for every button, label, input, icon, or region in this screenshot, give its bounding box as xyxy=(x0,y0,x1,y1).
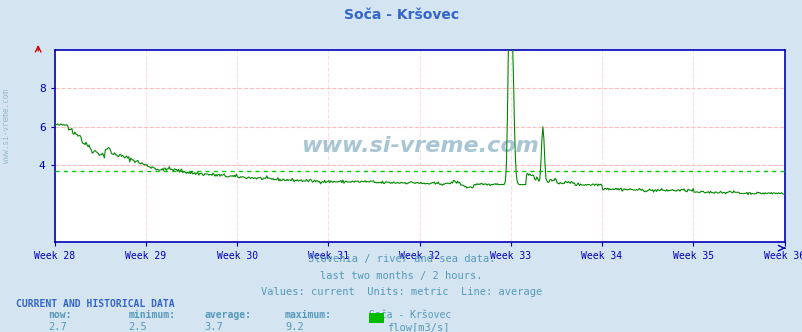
Text: now:: now: xyxy=(48,310,71,320)
Text: CURRENT AND HISTORICAL DATA: CURRENT AND HISTORICAL DATA xyxy=(16,299,175,309)
Text: average:: average: xyxy=(205,310,252,320)
Text: Soča - Kršovec: Soča - Kršovec xyxy=(343,8,459,22)
Text: Values: current  Units: metric  Line: average: Values: current Units: metric Line: aver… xyxy=(261,287,541,297)
Text: last two months / 2 hours.: last two months / 2 hours. xyxy=(320,271,482,281)
Text: maximum:: maximum: xyxy=(285,310,332,320)
Text: 9.2: 9.2 xyxy=(285,322,303,332)
Text: Slovenia / river and sea data.: Slovenia / river and sea data. xyxy=(307,254,495,264)
Text: www.si-vreme.com: www.si-vreme.com xyxy=(2,89,11,163)
Text: 3.7: 3.7 xyxy=(205,322,223,332)
Text: www.si-vreme.com: www.si-vreme.com xyxy=(300,136,538,156)
Text: flow[m3/s]: flow[m3/s] xyxy=(387,322,449,332)
Text: 2.5: 2.5 xyxy=(128,322,147,332)
Text: 2.7: 2.7 xyxy=(48,322,67,332)
Text: Soča - Kršovec: Soča - Kršovec xyxy=(369,310,451,320)
Text: minimum:: minimum: xyxy=(128,310,176,320)
